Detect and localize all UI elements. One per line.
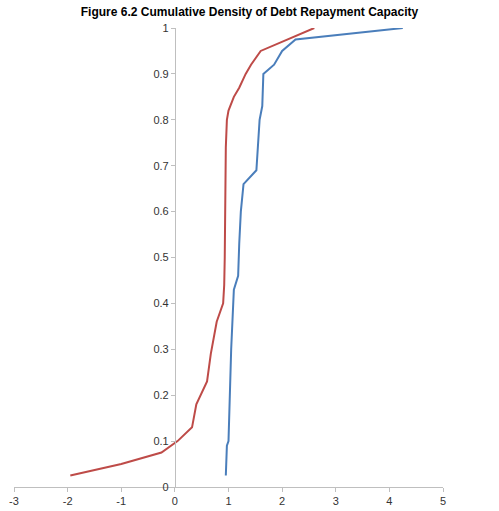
svg-text:0.8: 0.8 bbox=[153, 114, 168, 126]
svg-text:0.3: 0.3 bbox=[153, 343, 168, 355]
svg-text:0.5: 0.5 bbox=[153, 251, 168, 263]
svg-text:2: 2 bbox=[279, 495, 285, 507]
svg-text:0.4: 0.4 bbox=[153, 297, 168, 309]
svg-text:1: 1 bbox=[163, 22, 169, 34]
svg-text:-1: -1 bbox=[116, 495, 126, 507]
svg-text:0: 0 bbox=[163, 481, 169, 493]
svg-text:-3: -3 bbox=[9, 495, 19, 507]
svg-text:0.2: 0.2 bbox=[153, 389, 168, 401]
svg-text:0.9: 0.9 bbox=[153, 68, 168, 80]
svg-text:0.1: 0.1 bbox=[153, 435, 168, 447]
svg-text:0.6: 0.6 bbox=[153, 205, 168, 217]
svg-text:Figure 6.2 Cumulative Density: Figure 6.2 Cumulative Density of Debt Re… bbox=[81, 5, 419, 19]
svg-text:3: 3 bbox=[333, 495, 339, 507]
svg-text:1: 1 bbox=[225, 495, 231, 507]
svg-text:0.7: 0.7 bbox=[153, 160, 168, 172]
svg-text:-2: -2 bbox=[63, 495, 73, 507]
svg-text:4: 4 bbox=[386, 495, 392, 507]
svg-text:0: 0 bbox=[172, 495, 178, 507]
svg-text:5: 5 bbox=[440, 495, 446, 507]
